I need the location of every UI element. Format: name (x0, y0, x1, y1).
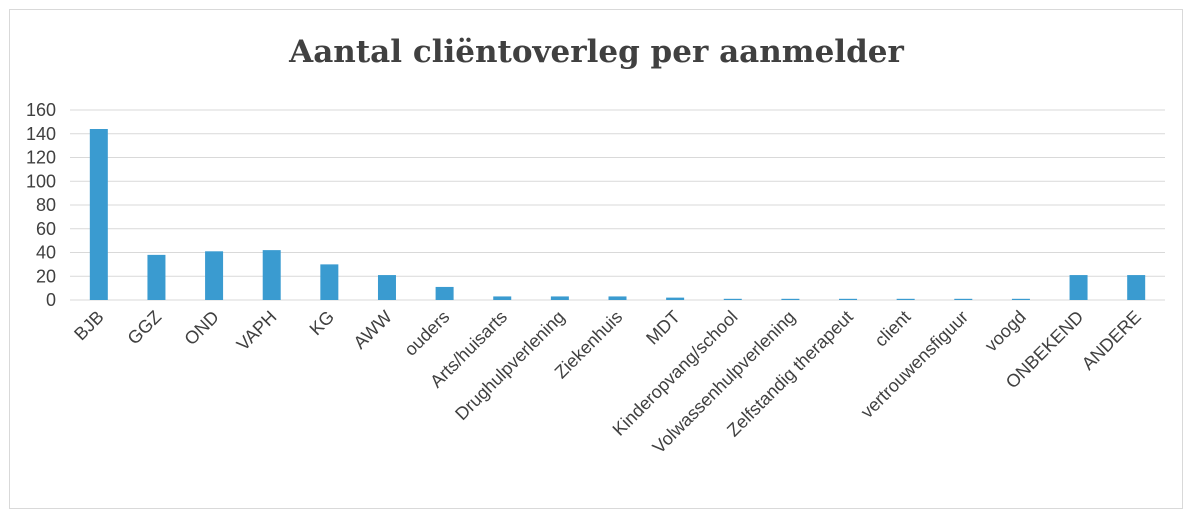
bar-drughulpverlening (550, 296, 569, 300)
x-category-label: client (871, 307, 915, 351)
y-tick-label: 80 (36, 195, 56, 215)
chart-title: Aantal cliëntoverleg per aanmelder (289, 34, 904, 70)
bar-mdt (666, 297, 685, 300)
gridlines (70, 109, 1165, 301)
chart-frame (9, 9, 1183, 509)
x-category-label: voogd (981, 307, 1030, 356)
y-tick-label: 40 (36, 243, 56, 263)
y-tick-label: 0 (46, 290, 56, 310)
bar-aww (377, 275, 396, 300)
bar-vertrouwensfiguur (954, 298, 973, 300)
bar-bjb (89, 129, 108, 300)
y-tick-label: 120 (26, 148, 56, 168)
x-category-label: MDT (642, 307, 684, 349)
bar-kg (320, 264, 339, 300)
bar-kinderopvang-school (723, 298, 742, 300)
bars (89, 129, 1146, 300)
y-tick-label: 60 (36, 219, 56, 239)
x-category-label: Drughulpverlening (451, 307, 568, 424)
bar-onbekend (1069, 275, 1088, 300)
bar-volwassenhulpverlening (781, 298, 800, 300)
x-category-label: ouders (400, 307, 453, 360)
bar-ond (205, 251, 224, 300)
x-category-label: OND (180, 307, 222, 349)
x-category-label: vertrouwensfiguur (857, 307, 972, 422)
y-tick-label: 100 (26, 171, 56, 191)
x-category-label: GGZ (124, 307, 166, 349)
bar-arts-huisarts (493, 296, 512, 300)
bar-vaph (262, 250, 281, 300)
bar-client (896, 298, 915, 300)
x-category-label: AWW (350, 307, 396, 353)
y-tick-label: 20 (36, 266, 56, 286)
bar-andere (1127, 275, 1146, 300)
bar-voogd (1011, 298, 1030, 300)
y-axis-ticks: 0 20 40 60 80 100 120 140 160 (26, 100, 56, 310)
x-category-label: ANDERE (1078, 307, 1145, 374)
y-tick-label: 140 (26, 124, 56, 144)
x-category-label: BJB (70, 307, 107, 344)
bar-ggz (147, 254, 166, 300)
y-tick-label: 160 (26, 100, 56, 120)
x-category-label: KG (306, 307, 339, 340)
bar-zelfstandig-therapeut (839, 298, 858, 300)
bar-ouders (435, 286, 454, 300)
x-axis-labels: BJB GGZ OND VAPH KG AWW oudersArts/huisartsDru… (70, 307, 1145, 458)
bar-ziekenhuis (608, 296, 627, 300)
x-category-label: VAPH (233, 307, 281, 355)
